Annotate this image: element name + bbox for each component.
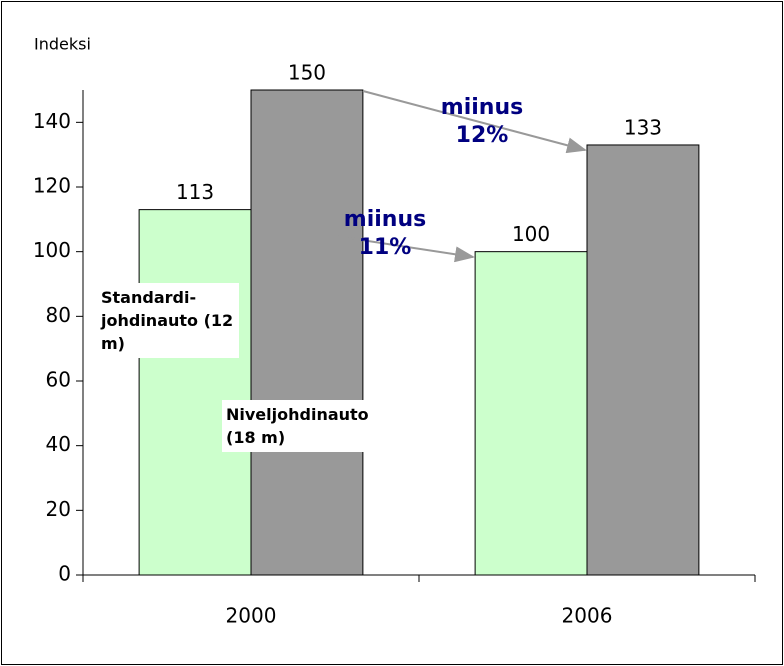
bar [474,251,588,576]
value-label: 113 [176,180,214,204]
value-label: 100 [512,222,550,246]
y-tick-label: 0 [58,562,71,586]
value-label: 133 [624,115,662,139]
arrow [334,235,475,263]
y-tick-label: 40 [46,432,71,456]
y-tick-label: 60 [46,368,71,392]
y-tick-label: 140 [33,109,71,133]
series-label: Niveljohdinauto (18 m) [222,400,382,452]
y-axis-label: Indeksi [34,35,91,54]
value-label: 150 [288,61,326,85]
annotation: miinus 11% [343,207,427,260]
arrow [362,90,587,154]
bar [250,89,364,576]
x-tick-label: 2000 [226,604,277,628]
x-tick-label: 2006 [562,604,613,628]
bar [138,209,252,576]
y-tick-label: 20 [46,497,71,521]
y-tick-label: 80 [46,303,71,327]
bar [586,144,700,576]
y-tick-label: 120 [33,174,71,198]
y-tick-label: 100 [33,238,71,262]
annotation: miinus 12% [440,95,524,148]
series-label: Standardi-johdinauto (12 m) [97,283,239,358]
